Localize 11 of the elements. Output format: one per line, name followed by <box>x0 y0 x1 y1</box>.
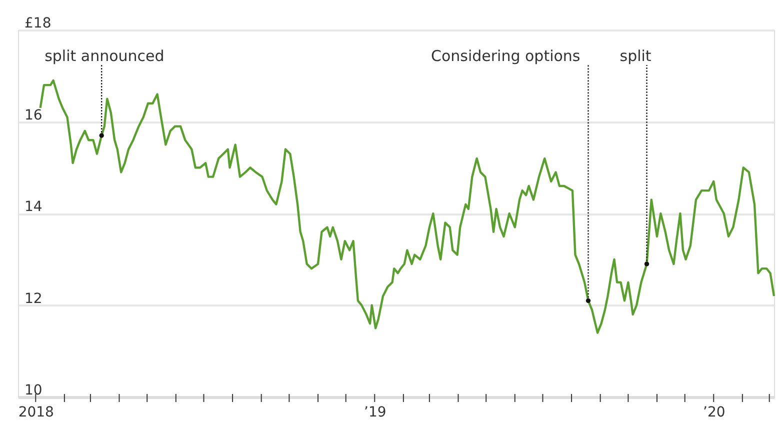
x-tick-label: ’20 <box>703 404 726 420</box>
y-tick-label: 12 <box>24 290 42 307</box>
y-tick-label: £18 <box>24 16 52 32</box>
y-tick-label: 14 <box>24 199 42 215</box>
x-tick-label: ’19 <box>364 404 386 420</box>
annotation: Considering options <box>430 47 580 65</box>
y-tick-label: 10 <box>24 382 42 398</box>
x-tick-label: 2018 <box>18 404 54 420</box>
annotation: split announced <box>44 47 164 65</box>
annotation: split <box>620 47 652 65</box>
y-tick-label: 16 <box>24 107 42 124</box>
